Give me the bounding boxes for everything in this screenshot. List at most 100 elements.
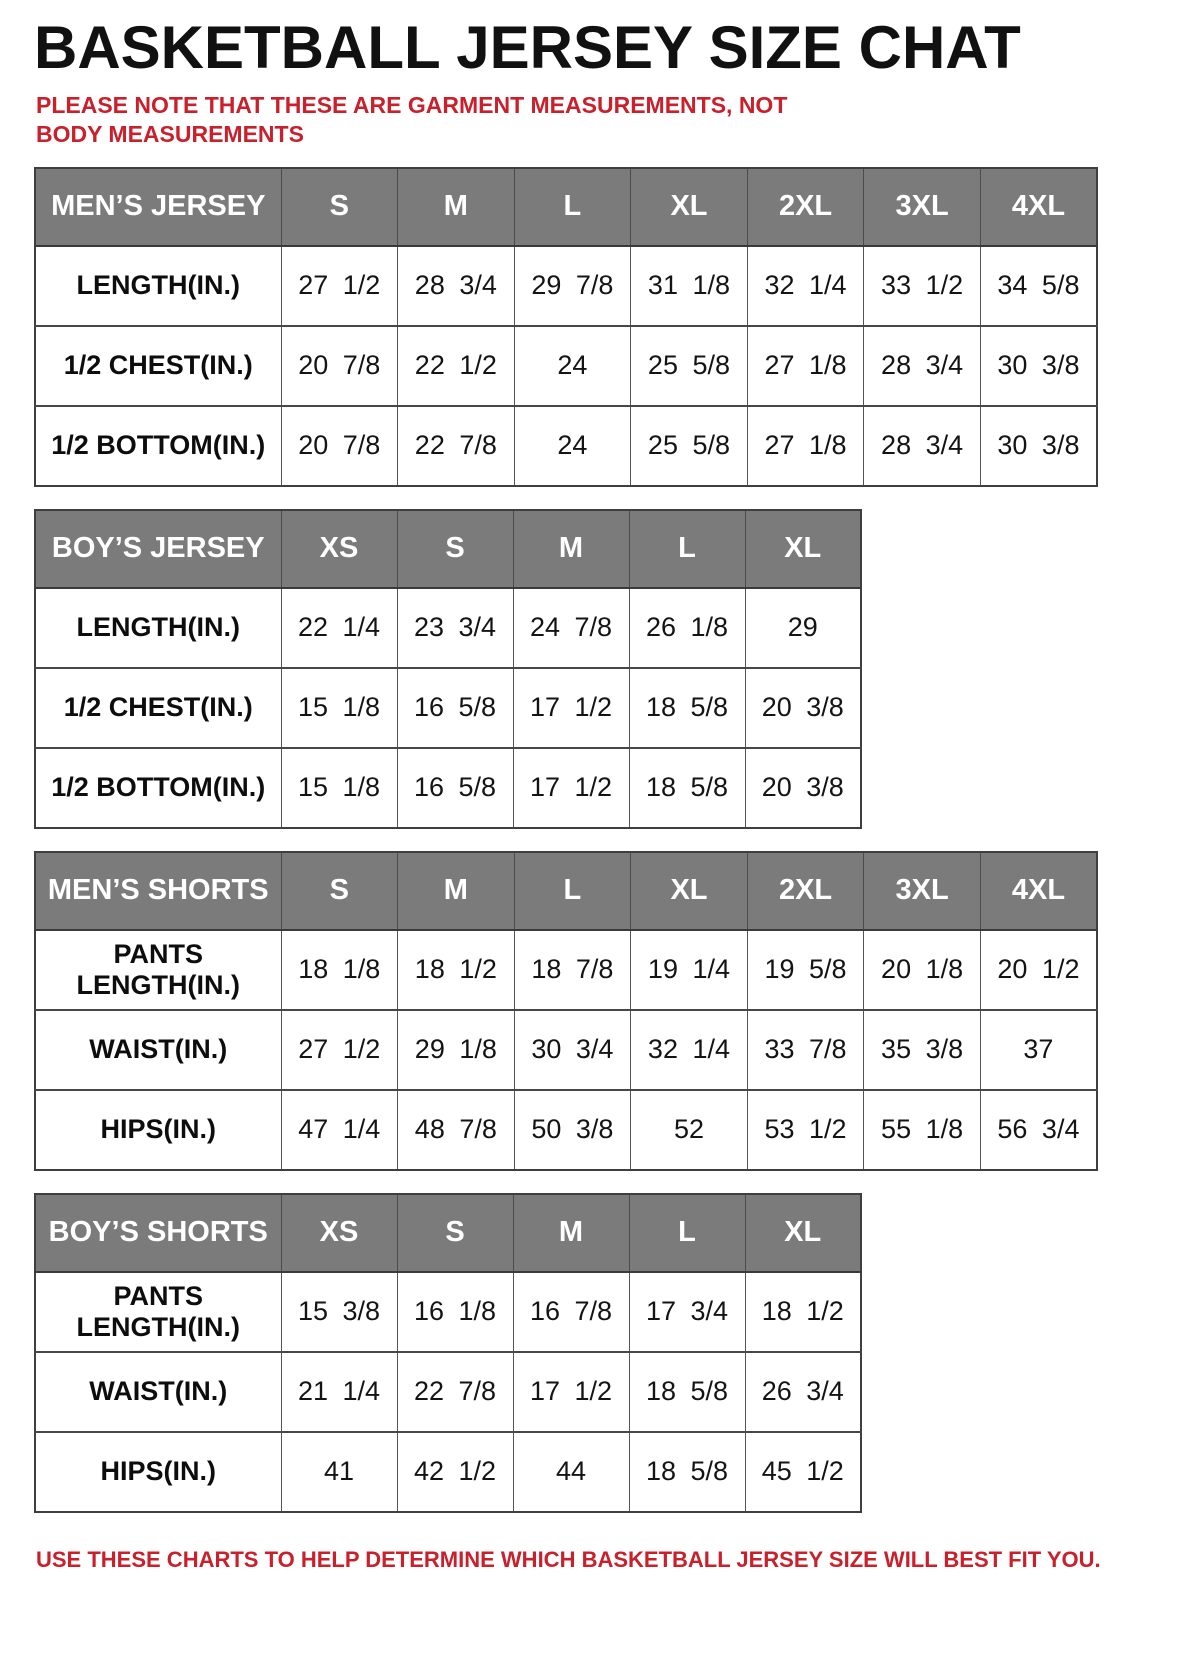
- table-title-cell: MEN’S JERSEY: [34, 167, 282, 247]
- value-cell: 28 3/4: [397, 245, 515, 327]
- measurement-row: LENGTH(IN.) 27 1/2 28 3/4 29 7/8 31 1/8 32 1/…: [34, 245, 1098, 327]
- garment-measurements-note: PLEASE NOTE THAT THESE ARE GARMENT MEASU…: [36, 92, 788, 147]
- value-cell: 18 1/2: [397, 929, 515, 1011]
- size-header-cell: XL: [744, 1193, 862, 1273]
- value-cell: 29 7/8: [513, 245, 632, 327]
- row-label-cell: LENGTH(IN.): [34, 245, 282, 327]
- size-header-cell: 4XL: [979, 851, 1098, 931]
- value-cell: 25 5/8: [630, 325, 748, 407]
- value-cell: 42 1/2: [396, 1431, 514, 1513]
- size-tables-container: MEN’S JERSEY S M L XL 2XL 3XL 4XL LENGTH(IN.) 27 …: [34, 166, 1170, 1513]
- value-cell: 15 1/8: [280, 747, 398, 829]
- value-cell: 34 5/8: [979, 245, 1098, 327]
- table-title-cell: BOY’S SHORTS: [34, 1193, 282, 1273]
- size-header-cell: S: [280, 851, 399, 931]
- measurement-row: WAIST(IN.) 27 1/2 29 1/8 30 3/4 32 1/4 33 7/8…: [34, 1009, 1098, 1091]
- value-cell: 20 3/8: [744, 747, 862, 829]
- measurement-row: 1/2 CHEST(IN.) 20 7/8 22 1/2 24 25 5/8 27 1/8…: [34, 325, 1098, 407]
- value-cell: 16 5/8: [396, 667, 514, 749]
- size-header-cell: XS: [280, 1193, 398, 1273]
- size-header-cell: XL: [744, 509, 862, 589]
- row-label-cell: PANTS LENGTH(IN.): [34, 929, 282, 1011]
- measurement-row: PANTS LENGTH(IN.) 15 3/8 16 1/8 16 7/8 17 3/…: [34, 1271, 862, 1353]
- row-label-cell: 1/2 BOTTOM(IN.): [34, 405, 282, 487]
- size-header-cell: 3XL: [863, 851, 981, 931]
- value-cell: 33 1/2: [863, 245, 981, 327]
- value-cell: 18 1/8: [280, 929, 399, 1011]
- value-cell: 30 3/8: [979, 405, 1098, 487]
- value-cell: 18 5/8: [628, 1431, 746, 1513]
- value-cell: 16 1/8: [396, 1271, 514, 1353]
- size-header-cell: 2XL: [746, 167, 865, 247]
- value-cell: 48 7/8: [397, 1089, 515, 1171]
- value-cell: 30 3/4: [513, 1009, 632, 1091]
- value-cell: 18 7/8: [513, 929, 632, 1011]
- value-cell: 26 1/8: [628, 587, 746, 669]
- value-cell: 23 3/4: [396, 587, 514, 669]
- header-row: BOY’S JERSEY XS S M L XL: [34, 509, 862, 589]
- size-header-cell: M: [397, 167, 515, 247]
- value-cell: 18 5/8: [628, 667, 746, 749]
- value-cell: 47 1/4: [280, 1089, 399, 1171]
- value-cell: 18 1/2: [744, 1271, 862, 1353]
- size-header-cell: 2XL: [746, 851, 865, 931]
- value-cell: 31 1/8: [630, 245, 748, 327]
- value-cell: 22 1/4: [280, 587, 398, 669]
- size-table-mens-shorts: MEN’S SHORTS S M L XL 2XL 3XL 4XL PANTS LENGTH(I…: [34, 850, 1098, 1171]
- row-label-cell: LENGTH(IN.): [34, 587, 282, 669]
- value-cell: 55 1/8: [863, 1089, 981, 1171]
- value-cell: 32 1/4: [746, 245, 865, 327]
- measurement-row: WAIST(IN.) 21 1/4 22 7/8 17 1/2 18 5/8 26 3/4: [34, 1351, 862, 1433]
- size-header-cell: S: [396, 509, 514, 589]
- value-cell: 37: [979, 1009, 1098, 1091]
- value-cell: 56 3/4: [979, 1089, 1098, 1171]
- value-cell: 32 1/4: [630, 1009, 748, 1091]
- value-cell: 20 1/2: [979, 929, 1098, 1011]
- value-cell: 44: [512, 1431, 630, 1513]
- size-header-cell: M: [397, 851, 515, 931]
- value-cell: 33 7/8: [746, 1009, 865, 1091]
- value-cell: 18 5/8: [628, 747, 746, 829]
- value-cell: 27 1/2: [280, 245, 399, 327]
- value-cell: 24: [513, 325, 632, 407]
- value-cell: 27 1/8: [746, 405, 865, 487]
- measurement-row: 1/2 BOTTOM(IN.) 15 1/8 16 5/8 17 1/2 18 5/8 2…: [34, 747, 862, 829]
- measurement-row: 1/2 CHEST(IN.) 15 1/8 16 5/8 17 1/2 18 5/8 20…: [34, 667, 862, 749]
- value-cell: 29: [744, 587, 862, 669]
- size-header-cell: 4XL: [979, 167, 1098, 247]
- size-header-cell: XL: [630, 851, 748, 931]
- value-cell: 17 1/2: [512, 667, 630, 749]
- value-cell: 35 3/8: [863, 1009, 981, 1091]
- measurement-row: LENGTH(IN.) 22 1/4 23 3/4 24 7/8 26 1/8 29: [34, 587, 862, 669]
- value-cell: 19 5/8: [746, 929, 865, 1011]
- value-cell: 15 1/8: [280, 667, 398, 749]
- row-label-cell: 1/2 CHEST(IN.): [34, 325, 282, 407]
- size-header-cell: M: [512, 1193, 630, 1273]
- size-header-cell: L: [628, 509, 746, 589]
- value-cell: 15 3/8: [280, 1271, 398, 1353]
- value-cell: 17 1/2: [512, 747, 630, 829]
- size-header-cell: L: [513, 851, 632, 931]
- value-cell: 28 3/4: [863, 405, 981, 487]
- measurement-row: HIPS(IN.) 47 1/4 48 7/8 50 3/8 52 53 1/2 55 1/…: [34, 1089, 1098, 1171]
- value-cell: 18 5/8: [628, 1351, 746, 1433]
- row-label-cell: HIPS(IN.): [34, 1089, 282, 1171]
- size-header-cell: XL: [630, 167, 748, 247]
- size-header-cell: 3XL: [863, 167, 981, 247]
- value-cell: 17 3/4: [628, 1271, 746, 1353]
- value-cell: 22 7/8: [397, 405, 515, 487]
- size-header-cell: XS: [280, 509, 398, 589]
- size-table-boys-jersey: BOY’S JERSEY XS S M L XL LENGTH(IN.) 22 1/4 23 3…: [34, 508, 862, 829]
- row-label-cell: 1/2 CHEST(IN.): [34, 667, 282, 749]
- header-row: MEN’S JERSEY S M L XL 2XL 3XL 4XL: [34, 167, 1098, 247]
- value-cell: 29 1/8: [397, 1009, 515, 1091]
- value-cell: 52: [630, 1089, 748, 1171]
- value-cell: 27 1/8: [746, 325, 865, 407]
- size-header-cell: M: [512, 509, 630, 589]
- row-label-cell: WAIST(IN.): [34, 1009, 282, 1091]
- size-table-boys-shorts: BOY’S SHORTS XS S M L XL PANTS LENGTH(IN.) 15 3…: [34, 1192, 862, 1513]
- measurement-row: HIPS(IN.) 41 42 1/2 44 18 5/8 45 1/2: [34, 1431, 862, 1513]
- value-cell: 27 1/2: [280, 1009, 399, 1091]
- header-row: MEN’S SHORTS S M L XL 2XL 3XL 4XL: [34, 851, 1098, 931]
